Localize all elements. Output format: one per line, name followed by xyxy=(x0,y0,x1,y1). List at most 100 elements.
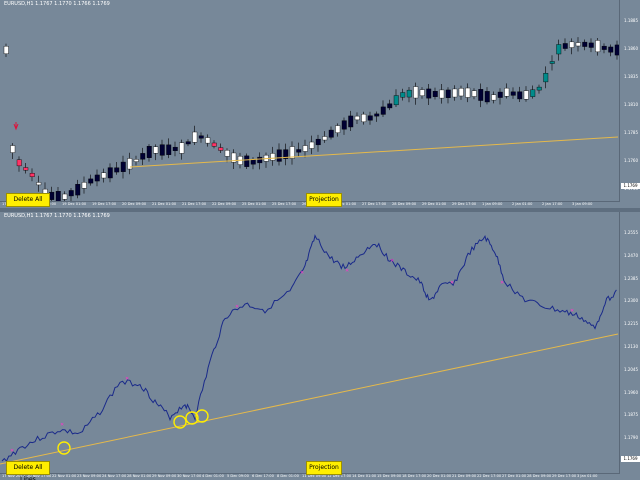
candle-body xyxy=(140,153,146,160)
candle-body xyxy=(127,158,133,170)
chart-title: EURUSD,H1 1.1767 1.1770 1.1766 1.1769 xyxy=(4,213,110,219)
time-axis-label: 19 Dec 17:00 xyxy=(92,202,117,206)
candle-body xyxy=(361,113,367,123)
candle-body xyxy=(348,115,354,128)
candle-body xyxy=(192,131,198,143)
candle-body xyxy=(179,142,185,154)
time-axis-label: 29 Dec 17:00 xyxy=(552,474,577,478)
time-axis-label: 8 Dec 01:00 xyxy=(277,474,299,478)
candle-body xyxy=(354,115,360,121)
candle-body xyxy=(205,137,211,144)
delete-all-lines-button[interactable]: Delete All Lines xyxy=(6,461,50,480)
candle-body xyxy=(608,46,614,53)
price-scale-label: 1.2215 xyxy=(624,321,638,327)
window-separator[interactable] xyxy=(0,208,640,212)
time-axis-label: 27 Dec 01:00 xyxy=(332,202,357,206)
price-scale-label: 1.1785 xyxy=(624,130,638,135)
time-axis-label: 6 Dec 17:00 xyxy=(252,474,274,478)
price-scale-label: 1.2130 xyxy=(624,344,638,349)
price-scale-label: 1.2555 xyxy=(624,230,638,235)
time-axis-label: 21 Dec 09:00 xyxy=(452,474,477,478)
candle-body xyxy=(452,88,458,98)
line-plot[interactable]: ✕✕✕✕✕✕ ✕✕✕ ✕✕ xyxy=(0,212,620,474)
candle-body xyxy=(29,173,35,177)
highlight-circle xyxy=(57,441,71,455)
time-axis-label: 29 Nov 09:00 xyxy=(152,474,177,478)
time-axis-label: 29 Dec 17:00 xyxy=(452,202,477,206)
price-scale[interactable]: 1.2555 1.2470 1.2385 1.2300 1.2215 1.2130 1.20… xyxy=(619,212,640,474)
price-scale[interactable]: 1.1885 1.1860 1.1835 1.1810 1.1785 1.1760 1.17… xyxy=(619,0,640,202)
time-axis-label: 20 Nov 17:00 xyxy=(27,474,52,478)
marker-icon: ✕ xyxy=(300,270,304,276)
candle-body xyxy=(367,115,373,121)
candle-body xyxy=(16,159,22,167)
candle-body xyxy=(374,113,380,117)
projection-button[interactable]: Projection xyxy=(306,461,342,475)
candlestick-plot[interactable] xyxy=(0,0,620,202)
chart-window-eurusd-h1-top[interactable]: EURUSD,H1 1.1767 1.1770 1.1766 1.1769 1.… xyxy=(0,0,640,208)
candle-body xyxy=(283,149,289,159)
candle-body xyxy=(114,167,120,173)
chart-window-eurusd-h1-bottom[interactable]: EURUSD,H1 1.1767 1.1770 1.1766 1.1769 ✕ ✕… xyxy=(0,212,640,480)
time-axis-label: 30 Nov 17:00 xyxy=(177,474,202,478)
highlight-circle xyxy=(173,415,187,429)
candle-body xyxy=(270,153,276,161)
time-axis-label: 4 Dec 01:00 xyxy=(202,474,224,478)
time-axis-label: 29 Dec 01:00 xyxy=(422,202,447,206)
time-axis-label: 22 Dec 17:00 xyxy=(477,474,502,478)
time-axis-label: 27 Dec 17:00 xyxy=(362,202,387,206)
price-scale-label: 1.1860 xyxy=(624,46,638,51)
candle-body xyxy=(387,103,393,109)
chart-title: EURUSD,H1 1.1767 1.1770 1.1766 1.1769 xyxy=(4,1,110,7)
candle-body xyxy=(471,90,477,97)
candle-body xyxy=(218,147,224,151)
time-axis-label: 18 Dec 17:00 xyxy=(402,474,427,478)
time-axis-label: 2 Jan 01:00 xyxy=(512,202,533,206)
price-scale-label: 1.2300 xyxy=(624,298,638,304)
candle-body xyxy=(432,91,438,97)
marker-icon: ✕ xyxy=(570,308,574,314)
time-axis-label: 14 Dec 01:00 xyxy=(352,474,377,478)
candle-body xyxy=(289,146,295,159)
candle-body xyxy=(49,191,55,200)
time-axis-label: 24 Nov 17:00 xyxy=(102,474,127,478)
candle-body xyxy=(543,72,549,83)
candle-body xyxy=(426,88,432,99)
candle-body xyxy=(484,91,490,103)
marker-icon: ✕ xyxy=(60,422,64,428)
time-axis-label: 22 Dec 09:00 xyxy=(212,202,237,206)
candle-body xyxy=(224,150,230,157)
down-arrow-icon xyxy=(13,122,19,131)
candle-body xyxy=(23,167,29,171)
candle-body xyxy=(62,193,68,200)
candle-body xyxy=(10,145,16,153)
candle-body xyxy=(120,161,126,172)
marker-icon: ✕ xyxy=(390,258,394,264)
time-axis-label: 23 Nov 09:00 xyxy=(77,474,102,478)
candle-body xyxy=(413,86,419,99)
time-axis-label: 2 Jan 17:00 xyxy=(542,202,563,206)
candle-body xyxy=(88,178,94,184)
trend-line xyxy=(129,136,619,168)
projection-button[interactable]: Projection xyxy=(306,193,342,207)
price-scale-label: 1.1885 xyxy=(624,18,638,23)
candle-body xyxy=(185,141,191,145)
candle-body xyxy=(315,138,321,146)
candle-body xyxy=(588,42,594,48)
candle-body xyxy=(107,167,113,179)
time-axis-label: 27 Dec 01:00 xyxy=(502,474,527,478)
delete-all-lines-button[interactable]: Delete All Lines xyxy=(6,193,50,207)
time-axis-label: 5 Dec 09:00 xyxy=(227,474,249,478)
candle-body xyxy=(595,40,601,53)
candle-body xyxy=(276,149,282,162)
candle-body xyxy=(309,141,315,149)
candle-body xyxy=(569,41,575,48)
candle-body xyxy=(159,144,165,156)
candle-body xyxy=(94,174,100,182)
candle-body xyxy=(133,159,139,162)
candle-body xyxy=(231,152,237,163)
candle-body xyxy=(101,172,107,179)
trend-line xyxy=(0,333,619,465)
time-axis-label: 3 Jan 01:00 xyxy=(577,474,598,478)
candle-body xyxy=(497,91,503,98)
